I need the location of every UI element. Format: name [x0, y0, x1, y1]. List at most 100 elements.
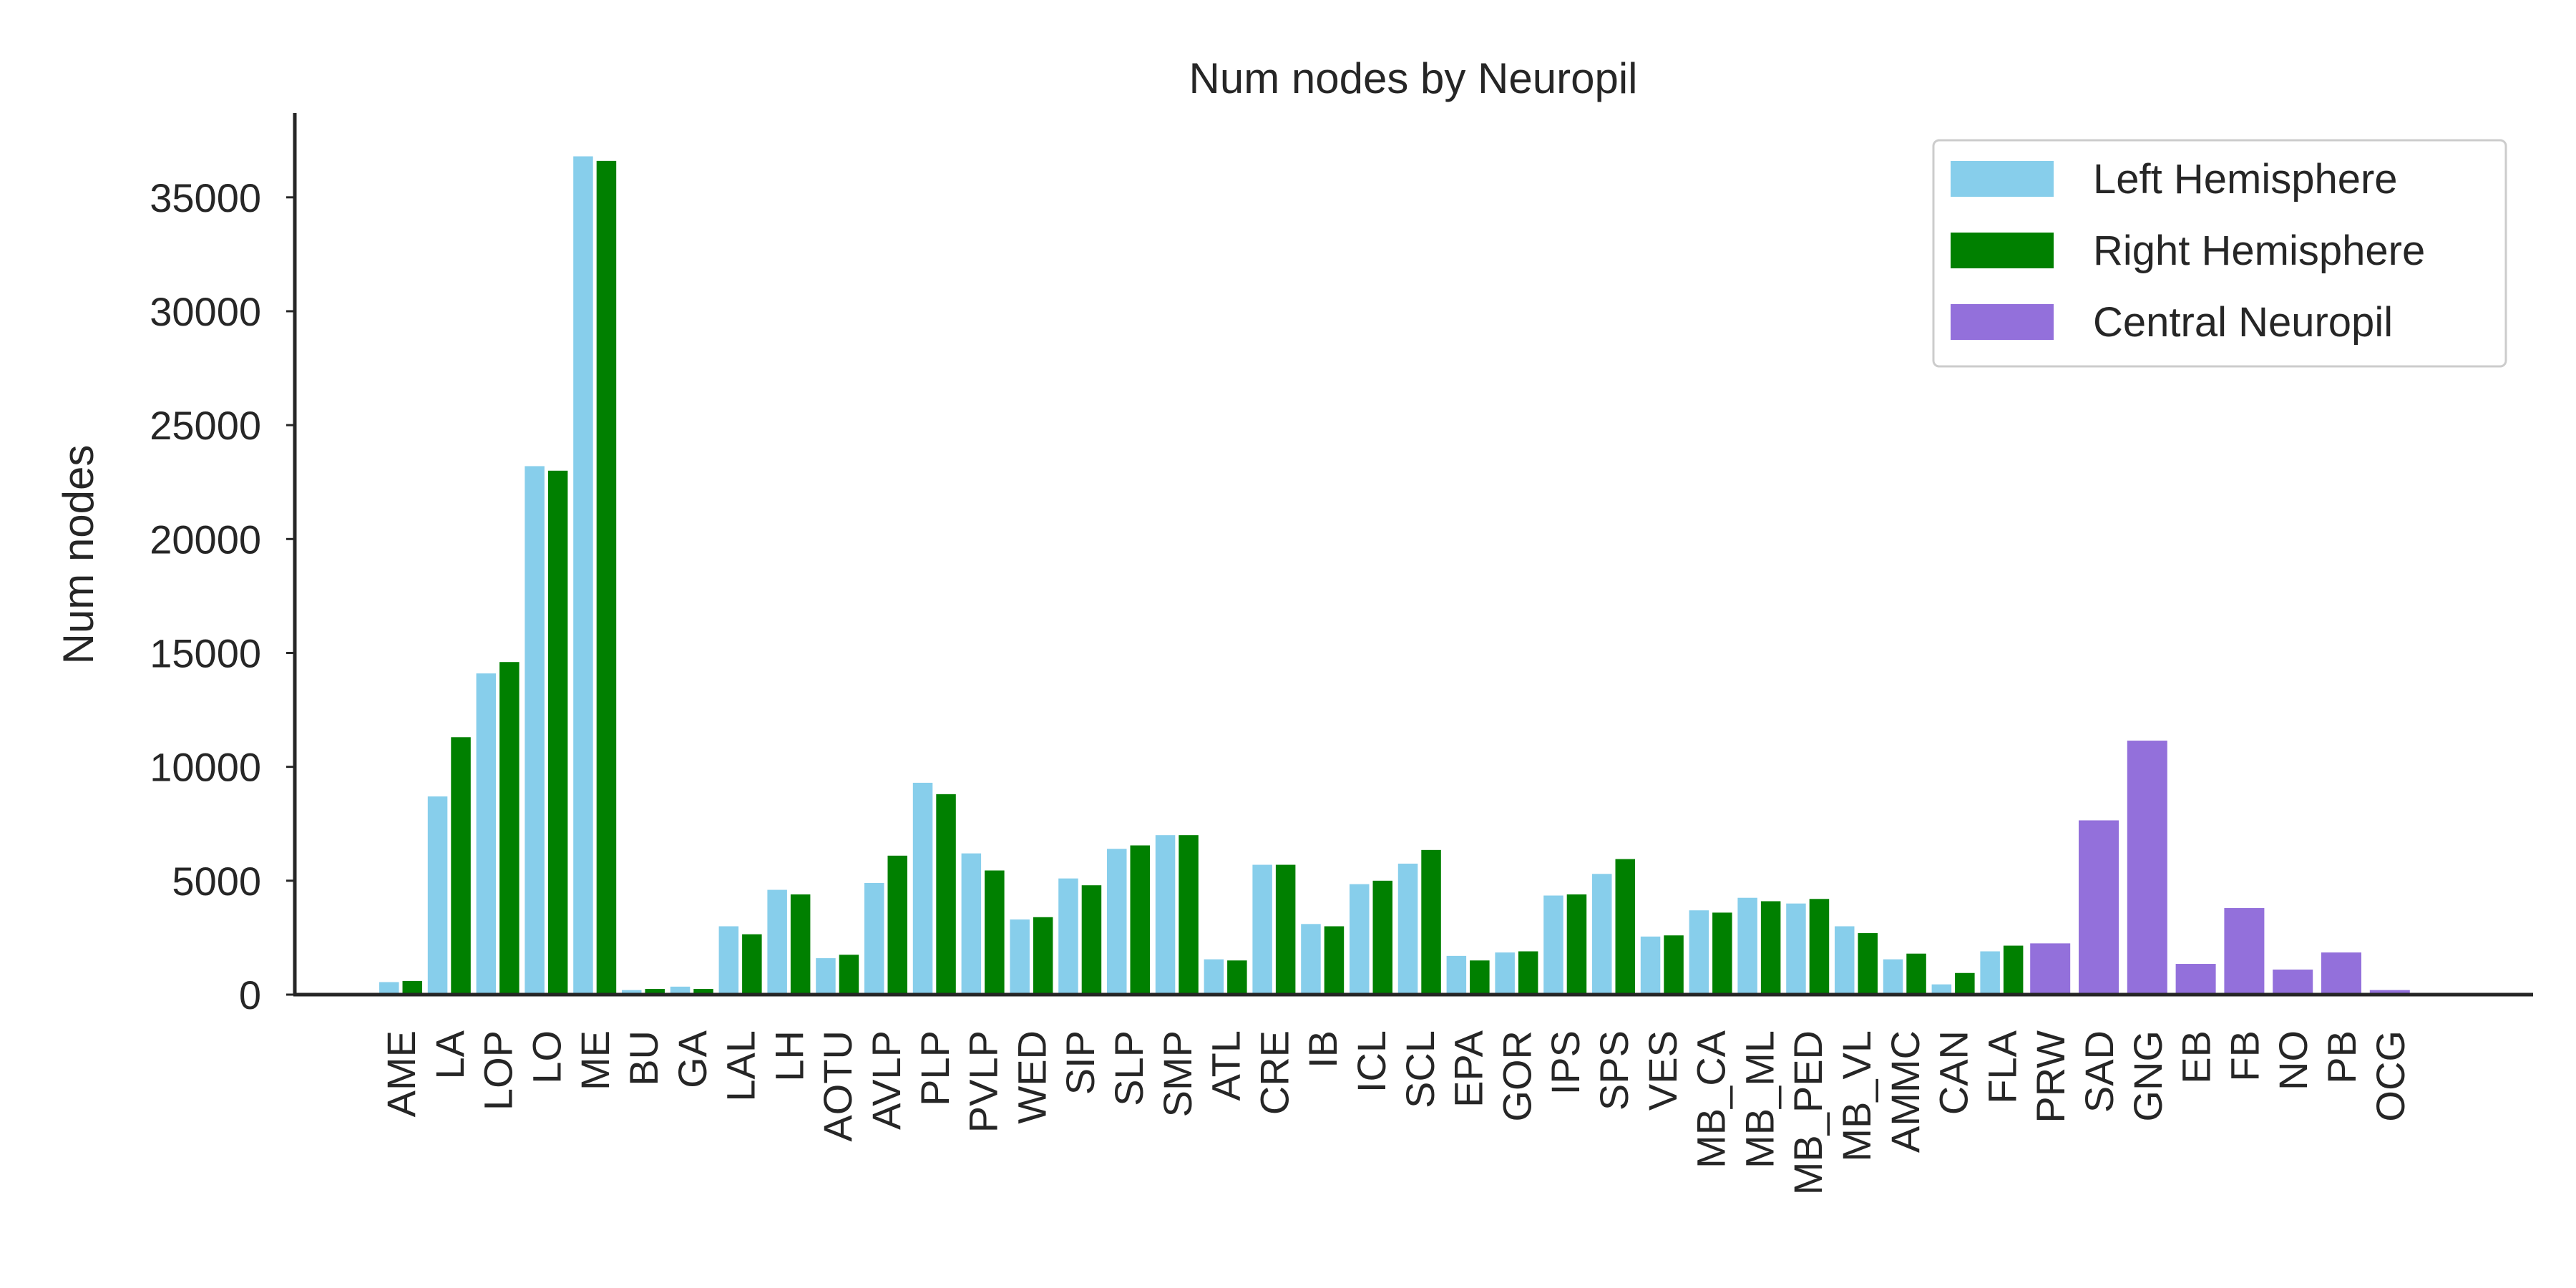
- x-tick-label: EB: [2174, 1030, 2219, 1084]
- bar-left-ib: [1301, 924, 1321, 995]
- bar-right-lo: [547, 470, 568, 995]
- bar-left-ammc: [1883, 959, 1903, 995]
- bar-left-lh: [767, 889, 787, 995]
- x-tick-label: MB_ML: [1737, 1030, 1782, 1169]
- y-tick-label: 0: [239, 972, 261, 1018]
- x-tick-label: VES: [1640, 1030, 1685, 1111]
- x-tick-label: WED: [1009, 1030, 1054, 1124]
- bar-central-ocg: [2369, 990, 2410, 995]
- x-tick-label: NO: [2270, 1030, 2316, 1091]
- x-tick-label: GA: [670, 1030, 715, 1088]
- legend-label: Left Hemisphere: [2093, 156, 2398, 203]
- bar-right-sip: [1081, 885, 1102, 995]
- x-tick-label: MB_VL: [1834, 1030, 1879, 1162]
- bar-right-wed: [1033, 917, 1053, 995]
- x-tick-label: LOP: [476, 1030, 521, 1111]
- bar-right-fla: [2003, 945, 2024, 995]
- bar-right-mb-ped: [1809, 899, 1830, 995]
- bar-right-plp: [936, 794, 956, 995]
- bar-left-atl: [1204, 959, 1224, 995]
- bar-central-sad: [2079, 820, 2119, 995]
- bar-left-wed: [1010, 919, 1030, 995]
- x-tick-label: IB: [1300, 1030, 1345, 1068]
- bar-right-mb-ml: [1760, 901, 1781, 995]
- bar-left-cre: [1252, 864, 1272, 995]
- bar-left-mb-ml: [1737, 897, 1757, 995]
- x-tick-label: FLA: [1979, 1030, 2024, 1103]
- x-tick-label: SMP: [1155, 1030, 1200, 1117]
- bar-left-plp: [912, 782, 933, 995]
- x-tick-label: AVLP: [864, 1030, 909, 1130]
- y-tick-label: 30000: [150, 289, 261, 334]
- bar-right-scl: [1421, 849, 1441, 995]
- bar-left-aotu: [816, 958, 836, 995]
- bar-right-avlp: [887, 855, 907, 995]
- bar-left-lop: [476, 673, 497, 995]
- bar-right-mb-vl: [1858, 933, 1878, 995]
- x-tick-label: PVLP: [961, 1030, 1006, 1133]
- legend-swatch: [1951, 304, 2054, 340]
- x-ticks: AME LA LOP LO ME BU GA LAL LH AOTU AVLP PLP PVLP WED S…: [379, 1030, 2413, 1195]
- x-tick-label: LH: [766, 1030, 811, 1082]
- bar-right-gor: [1518, 951, 1538, 995]
- x-tick-label: SIP: [1058, 1030, 1103, 1095]
- bar-left-lo: [525, 466, 545, 995]
- x-tick-label: SCL: [1397, 1030, 1443, 1108]
- legend-label: Right Hemisphere: [2093, 228, 2425, 274]
- bar-left-fla: [1980, 951, 2000, 995]
- x-tick-label: SAD: [2077, 1030, 2122, 1113]
- bar-right-epa: [1470, 960, 1490, 995]
- bar-left-avlp: [864, 883, 884, 995]
- bar-central-gng: [2127, 741, 2167, 995]
- bar-right-lh: [790, 894, 811, 995]
- bar-left-smp: [1155, 835, 1176, 995]
- bar-right-atl: [1227, 960, 1247, 995]
- x-tick-label: SPS: [1591, 1030, 1636, 1111]
- x-tick-label: CRE: [1252, 1030, 1297, 1115]
- bar-right-mb-ca: [1712, 912, 1732, 995]
- x-tick-label: MB_PED: [1785, 1030, 1830, 1195]
- bar-right-ves: [1664, 935, 1684, 995]
- y-tick-label: 15000: [150, 630, 261, 675]
- x-tick-label: ICL: [1349, 1030, 1394, 1093]
- bar-right-slp: [1130, 845, 1150, 995]
- bar-left-pvlp: [961, 853, 982, 995]
- y-tick-label: 5000: [172, 859, 261, 904]
- legend-frame: [1932, 139, 2507, 368]
- bar-right-can: [1955, 972, 1975, 995]
- bar-right-cre: [1275, 864, 1296, 995]
- bar-central-fb: [2224, 908, 2265, 995]
- bar-left-bu: [622, 990, 642, 995]
- bar-left-can: [1931, 984, 1952, 995]
- x-tick-label: ME: [572, 1030, 618, 1091]
- bar-right-lop: [499, 662, 519, 995]
- x-tick-label: LA: [427, 1030, 472, 1079]
- bar-left-slp: [1107, 849, 1127, 995]
- bar-left-ves: [1640, 936, 1661, 995]
- bar-central-no: [2273, 969, 2313, 995]
- x-tick-label: ATL: [1204, 1030, 1249, 1101]
- x-tick-label: LAL: [718, 1030, 763, 1102]
- y-tick-label: 10000: [150, 745, 261, 790]
- bars-layer: [379, 156, 2410, 995]
- x-tick-label: PLP: [912, 1030, 957, 1106]
- bar-left-sip: [1058, 878, 1078, 995]
- bar-right-bu: [645, 989, 665, 995]
- bar-left-la: [427, 796, 448, 995]
- legend: Left Hemisphere Right Hemisphere Central N…: [1932, 139, 2507, 368]
- bar-central-prw: [2030, 943, 2071, 995]
- bar-right-pvlp: [985, 870, 1005, 995]
- bar-central-pb: [2321, 952, 2361, 995]
- bar-central-eb: [2175, 964, 2216, 995]
- x-tick-label: GOR: [1494, 1030, 1539, 1122]
- bar-right-aotu: [839, 955, 859, 995]
- bar-right-ammc: [1906, 953, 1926, 995]
- bar-left-me: [573, 156, 593, 995]
- x-tick-label: LO: [524, 1030, 569, 1084]
- chart-title: Num nodes by Neuropil: [1189, 54, 1638, 102]
- bar-right-ips: [1566, 894, 1587, 995]
- bar-left-scl: [1397, 863, 1418, 995]
- bar-left-icl: [1350, 884, 1370, 995]
- x-tick-label: FB: [2222, 1030, 2267, 1082]
- bar-left-mb-vl: [1835, 926, 1855, 995]
